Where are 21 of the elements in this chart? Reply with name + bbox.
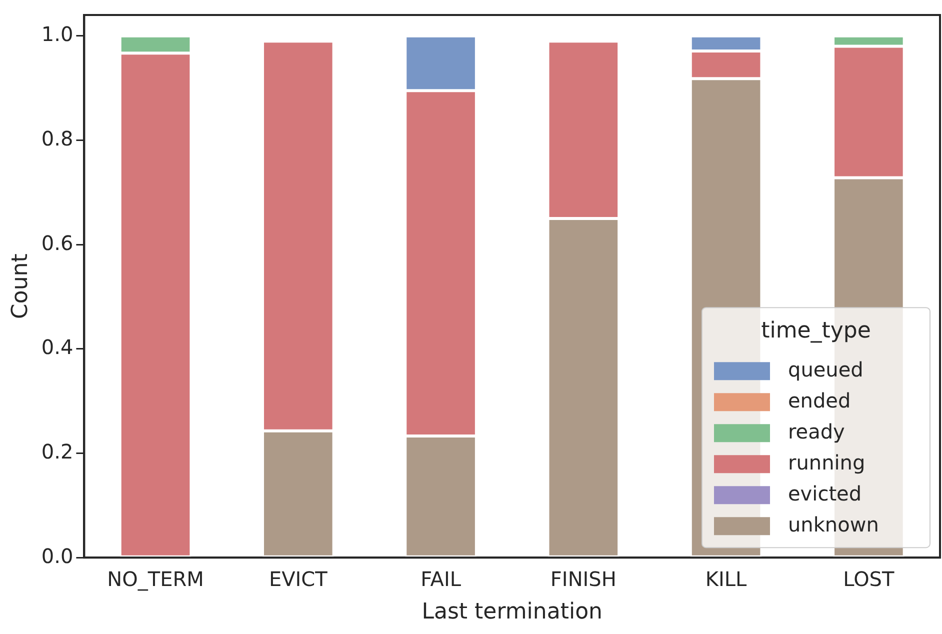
y-tick-label: 1.0 bbox=[41, 22, 74, 46]
x-tick-label: EVICT bbox=[268, 566, 328, 591]
legend-label: queued bbox=[788, 357, 864, 382]
legend-label: unknown bbox=[788, 512, 879, 536]
legend-label: ready bbox=[788, 419, 846, 444]
y-tick-label: 0.8 bbox=[41, 126, 74, 150]
x-tick-label: FAIL bbox=[420, 566, 462, 591]
y-tick-label: 0.2 bbox=[41, 439, 74, 464]
x-tick-label: FINISH bbox=[550, 566, 616, 591]
y-tick-label: 0.4 bbox=[41, 335, 74, 360]
legend-label: ended bbox=[788, 388, 851, 412]
y-tick-label: 0.0 bbox=[41, 544, 74, 568]
x-tick-label: KILL bbox=[705, 566, 748, 591]
x-axis-title: Last termination bbox=[422, 600, 602, 625]
x-tick-label: NO_TERM bbox=[107, 566, 204, 591]
legend-label: running bbox=[788, 450, 866, 474]
y-tick-label: 0.6 bbox=[41, 230, 74, 255]
x-tick-label: LOST bbox=[843, 566, 896, 591]
y-axis-title: Count bbox=[8, 253, 33, 319]
legend-title: time_type bbox=[761, 318, 871, 344]
legend-label: evicted bbox=[788, 481, 862, 506]
